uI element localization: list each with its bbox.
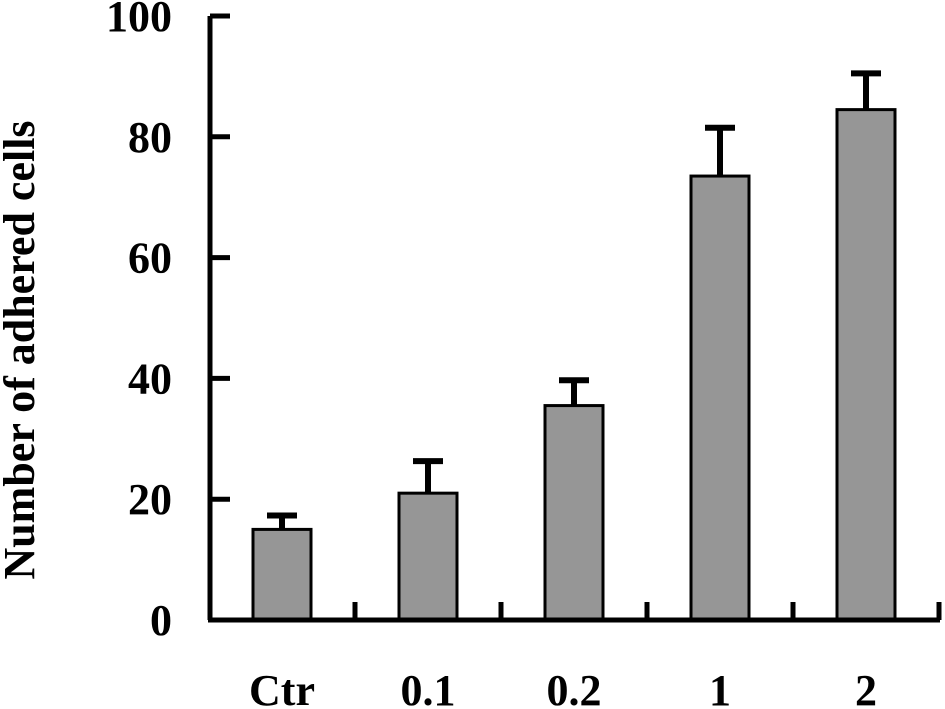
y-axis-label: Number of adhered cells [0,120,44,579]
y-tick-label-100: 100 [106,0,172,41]
bar-Ctr [251,527,313,622]
bar-2 [835,108,897,622]
x-tick-label-1: 1 [709,666,731,709]
x-tick-label-2: 2 [855,666,877,709]
bars-group [251,70,897,622]
bar-1 [689,174,751,622]
tick-labels-group: 0 20 40 60 80 100 Ctr 0.1 0.2 1 2 [106,0,877,709]
bar-0.2 [543,404,605,622]
y-tick-label-80: 80 [128,113,172,162]
x-tick-label-0.1: 0.1 [401,666,456,709]
bar-0.1 [397,491,459,622]
axes-group [207,13,942,623]
x-tick-label-0.2: 0.2 [547,666,602,709]
y-tick-label-0: 0 [150,596,172,645]
y-tick-label-60: 60 [128,234,172,283]
y-tick-label-40: 40 [128,354,172,403]
y-tick-label-20: 20 [128,475,172,524]
x-tick-label-Ctr: Ctr [249,666,315,709]
